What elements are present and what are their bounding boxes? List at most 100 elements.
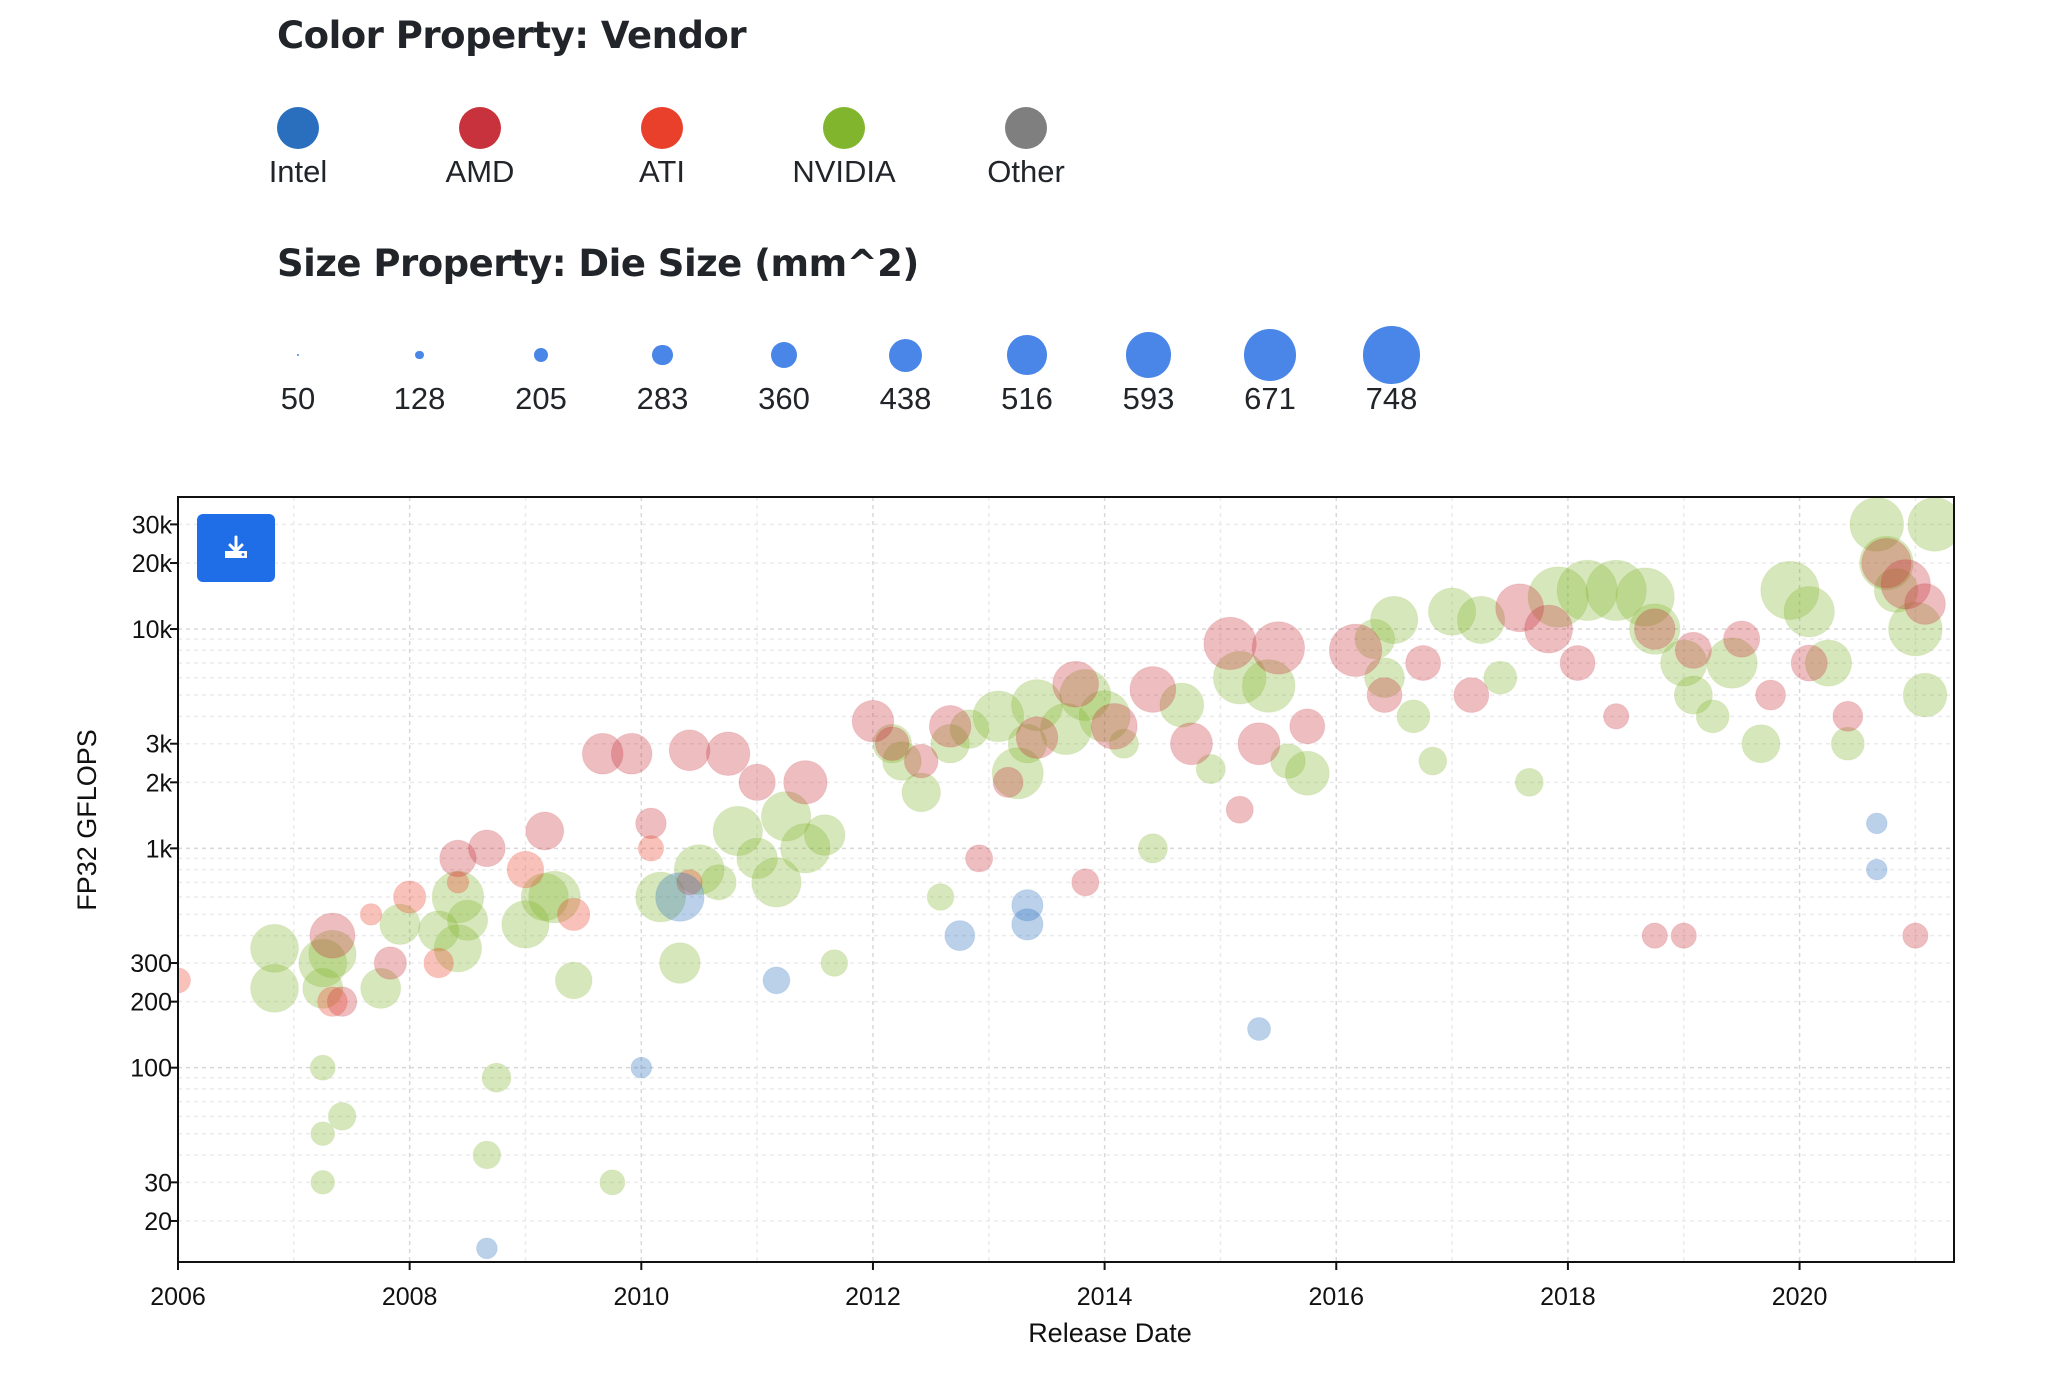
data-point-amd[interactable] (610, 732, 653, 775)
data-point-amd[interactable] (992, 766, 1024, 798)
data-point-amd[interactable] (1832, 700, 1864, 732)
data-point-nvidia[interactable] (1418, 746, 1448, 776)
data-point-nvidia[interactable] (1270, 743, 1306, 779)
data-point-nvidia[interactable] (1059, 669, 1112, 722)
data-point-nvidia[interactable] (1007, 723, 1048, 764)
data-point-nvidia[interactable] (820, 949, 849, 977)
data-point-nvidia[interactable] (1108, 728, 1139, 759)
data-point-nvidia[interactable] (250, 963, 299, 1013)
data-point-amd[interactable] (635, 807, 667, 840)
data-point-intel[interactable] (655, 872, 705, 922)
vendor-legend-item[interactable]: AMD (405, 107, 555, 189)
data-point-nvidia[interactable] (310, 1170, 336, 1195)
data-point-ati[interactable] (359, 903, 383, 926)
data-point-nvidia[interactable] (1284, 750, 1330, 796)
data-point-amd[interactable] (1405, 645, 1442, 681)
data-point-amd[interactable] (326, 986, 358, 1017)
data-point-nvidia[interactable] (1741, 724, 1781, 764)
data-point-amd[interactable] (783, 760, 828, 805)
data-point-amd[interactable] (1861, 537, 1912, 589)
data-point-nvidia[interactable] (760, 791, 812, 842)
data-point-amd[interactable] (1495, 583, 1545, 633)
data-point-nvidia[interactable] (673, 844, 725, 895)
data-point-amd[interactable] (1880, 559, 1931, 610)
vendor-legend-item[interactable]: Intel (223, 107, 373, 189)
data-point-amd[interactable] (1559, 645, 1596, 681)
data-point-ati[interactable] (423, 947, 454, 979)
data-point-amd[interactable] (1071, 868, 1100, 897)
data-point-amd[interactable] (1453, 677, 1490, 714)
data-point-amd[interactable] (738, 763, 776, 802)
data-point-nvidia[interactable] (1902, 672, 1948, 718)
data-point-amd[interactable] (1670, 922, 1697, 949)
data-point-amd[interactable] (373, 946, 408, 980)
data-point-amd[interactable] (903, 743, 939, 779)
vendor-legend-item[interactable]: Other (951, 107, 1101, 189)
data-point-nvidia[interactable] (991, 747, 1044, 800)
data-point-intel[interactable] (944, 920, 976, 952)
data-point-ati[interactable] (317, 986, 348, 1017)
data-point-nvidia[interactable] (1804, 639, 1853, 687)
data-point-nvidia[interactable] (712, 805, 764, 857)
data-point-nvidia[interactable] (433, 924, 483, 973)
data-point-amd[interactable] (1237, 722, 1281, 766)
data-point-amd[interactable] (1225, 795, 1254, 824)
data-point-nvidia[interactable] (1556, 559, 1618, 622)
data-point-amd[interactable] (1902, 922, 1929, 949)
data-point-nvidia[interactable] (1514, 767, 1544, 797)
data-point-amd[interactable] (928, 705, 972, 748)
data-point-nvidia[interactable] (520, 872, 569, 922)
data-point-intel[interactable] (476, 1237, 498, 1260)
data-point-amd[interactable] (965, 844, 994, 873)
data-point-ati[interactable] (557, 897, 591, 932)
data-point-amd[interactable] (1633, 608, 1676, 650)
data-point-nvidia[interactable] (308, 929, 357, 979)
data-point-intel[interactable] (762, 966, 791, 995)
data-point-amd[interactable] (1090, 702, 1138, 750)
data-point-nvidia[interactable] (1888, 601, 1943, 657)
data-point-nvidia[interactable] (554, 961, 593, 1000)
data-point-nvidia[interactable] (1783, 585, 1835, 638)
data-point-nvidia[interactable] (302, 967, 344, 1009)
data-point-amd[interactable] (1251, 621, 1306, 675)
data-point-nvidia[interactable] (872, 723, 913, 764)
data-point-nvidia[interactable] (803, 814, 846, 856)
data-point-amd[interactable] (309, 912, 356, 959)
data-point-ati[interactable] (506, 850, 545, 889)
data-point-nvidia[interactable] (1527, 566, 1589, 628)
data-point-amd[interactable] (1052, 660, 1100, 708)
data-point-nvidia[interactable] (901, 772, 942, 813)
data-point-nvidia[interactable] (528, 870, 581, 924)
data-point-nvidia[interactable] (310, 1121, 336, 1147)
data-point-amd[interactable] (1790, 644, 1828, 682)
data-point-nvidia[interactable] (1830, 726, 1865, 761)
data-point-nvidia[interactable] (700, 864, 737, 901)
data-point-ati[interactable] (637, 835, 665, 862)
data-point-nvidia[interactable] (1660, 639, 1708, 687)
data-point-intel[interactable] (1247, 1017, 1272, 1042)
data-point-nvidia[interactable] (1370, 595, 1419, 645)
data-point-amd[interactable] (851, 699, 895, 743)
data-point-ati[interactable] (676, 869, 703, 896)
vendor-legend-item[interactable]: ATI (587, 107, 737, 189)
data-point-amd[interactable] (1524, 604, 1574, 654)
data-point-ati[interactable] (392, 880, 427, 914)
data-point-nvidia[interactable] (1873, 568, 1919, 613)
data-point-nvidia[interactable] (250, 923, 299, 973)
data-point-nvidia[interactable] (309, 1054, 336, 1081)
data-point-nvidia[interactable] (751, 857, 802, 908)
data-point-nvidia[interactable] (736, 837, 778, 880)
data-point-nvidia[interactable] (501, 900, 550, 949)
data-point-nvidia[interactable] (1629, 603, 1681, 655)
data-point-amd[interactable] (1289, 708, 1326, 745)
data-point-amd[interactable] (668, 729, 711, 772)
data-point-nvidia[interactable] (481, 1062, 512, 1093)
data-point-nvidia[interactable] (599, 1169, 626, 1196)
data-point-amd[interactable] (874, 726, 910, 762)
data-point-amd[interactable] (1203, 616, 1257, 671)
data-point-nvidia[interactable] (1615, 567, 1675, 627)
data-point-amd[interactable] (1674, 631, 1712, 669)
data-point-nvidia[interactable] (1396, 699, 1431, 734)
data-point-nvidia[interactable] (926, 883, 955, 911)
data-point-nvidia[interactable] (417, 910, 460, 952)
